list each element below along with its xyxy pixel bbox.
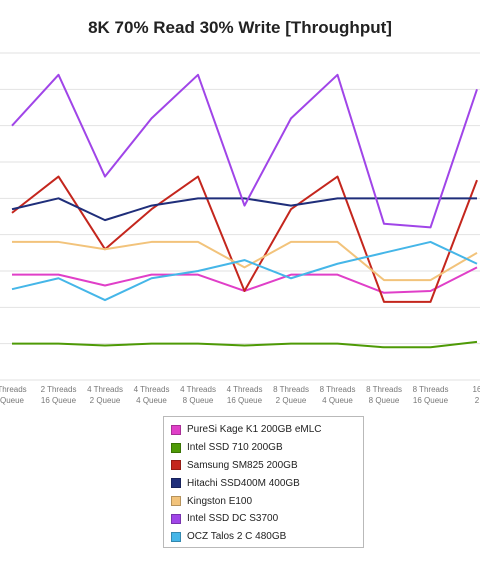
series-line-1 — [12, 340, 478, 349]
x-tick-label: 4 Threads — [227, 385, 263, 394]
grid-lines — [0, 52, 480, 381]
x-tick-label: 4 Threads — [87, 385, 123, 394]
x-tick-label: 2 Queue — [276, 396, 307, 405]
legend: PureSi Kage K1 200GB eMLC Intel SSD 710 2… — [163, 416, 364, 548]
x-tick-label: 4 Queue — [136, 396, 167, 405]
series-line-2 — [11, 175, 478, 303]
series-lines — [11, 73, 478, 349]
x-tick-label: 8 Threads — [366, 385, 402, 394]
legend-label: Samsung SM825 200GB — [187, 459, 298, 471]
legend-swatch — [171, 424, 181, 435]
legend-item: OCZ Talos 2 C 480GB — [171, 528, 363, 546]
x-tick-label: Queue — [0, 396, 25, 405]
legend-item: PureSi Kage K1 200GB eMLC — [171, 421, 363, 439]
series-line-5 — [11, 73, 478, 229]
x-tick-label: Threads — [0, 385, 27, 394]
x-tick-label: 8 Threads — [413, 385, 449, 394]
series-line-3 — [11, 197, 477, 222]
x-tick-label: 4 Queue — [322, 396, 353, 405]
legend-item: Intel SSD DC S3700 — [171, 510, 363, 528]
legend-swatch — [171, 442, 181, 453]
x-tick-label: 16 Queue — [227, 396, 263, 405]
legend-label: Kingston E100 — [187, 495, 253, 507]
legend-label: Hitachi SSD400M 400GB — [187, 477, 300, 489]
line-chart: Threads Queue 2 Threads 16 Queue 4 Threads 2 … — [0, 52, 480, 405]
x-tick-labels: Threads Queue 2 Threads 16 Queue 4 Threads 2 … — [0, 385, 480, 405]
legend-swatch — [171, 513, 181, 524]
legend-swatch — [171, 496, 181, 507]
x-tick-label: 4 Threads — [180, 385, 216, 394]
legend-item: Kingston E100 — [171, 492, 363, 510]
legend-item: Intel SSD 710 200GB — [171, 439, 363, 457]
x-tick-label: 2 Queue — [90, 396, 121, 405]
x-tick-label: 8 Queue — [369, 396, 400, 405]
legend-swatch — [171, 478, 181, 489]
x-tick-label: 16 Queue — [413, 396, 449, 405]
x-tick-label: 8 Threads — [320, 385, 356, 394]
legend-label: OCZ Talos 2 C 480GB — [187, 531, 287, 543]
x-tick-label: 8 Queue — [183, 396, 214, 405]
series-line-6 — [11, 240, 478, 302]
legend-item: Hitachi SSD400M 400GB — [171, 474, 363, 492]
legend-label: Intel SSD 710 200GB — [187, 442, 283, 454]
legend-label: PureSi Kage K1 200GB eMLC — [187, 424, 322, 436]
legend-swatch — [171, 460, 181, 471]
x-tick-label: 16 — [473, 385, 480, 394]
x-tick-label: 4 Threads — [134, 385, 170, 394]
chart-title: 8K 70% Read 30% Write [Throughput] — [88, 18, 392, 37]
series-line-4 — [12, 240, 478, 282]
x-tick-label: 16 Queue — [41, 396, 77, 405]
legend-swatch — [171, 531, 181, 542]
x-tick-label: 2 Threads — [41, 385, 77, 394]
x-tick-label: 2 — [475, 396, 480, 405]
legend-label: Intel SSD DC S3700 — [187, 513, 279, 525]
x-tick-label: 8 Threads — [273, 385, 309, 394]
legend-item: Samsung SM825 200GB — [171, 457, 363, 475]
